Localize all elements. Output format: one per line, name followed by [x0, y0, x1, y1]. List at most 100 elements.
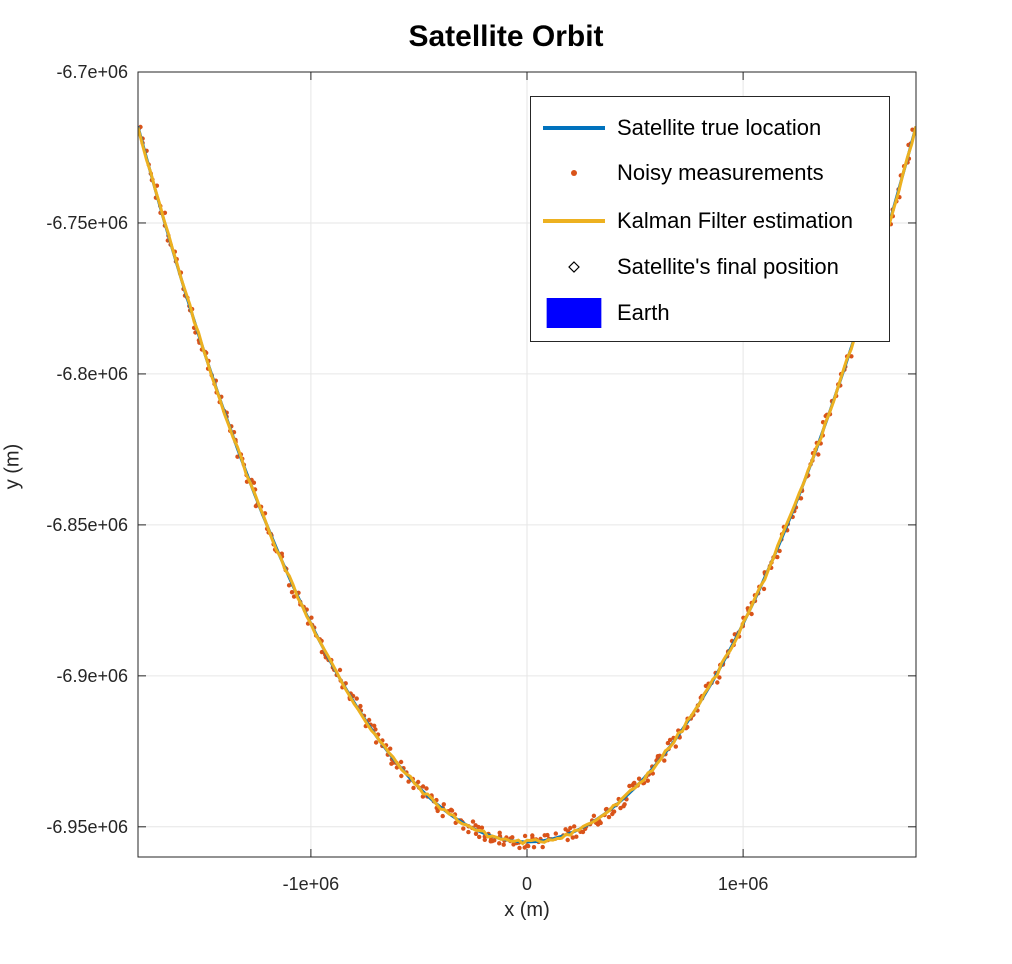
noisy-measurement-point: [309, 615, 314, 620]
noisy-measurement-point: [849, 354, 854, 359]
noisy-measurement-point: [673, 744, 678, 749]
noisy-measurement-point: [492, 838, 497, 843]
noisy-measurement-point: [372, 723, 377, 728]
noisy-measurement-point: [388, 746, 393, 751]
noisy-measurement-point: [591, 813, 597, 818]
noisy-measurement-point: [606, 814, 612, 820]
noisy-measurement-point: [440, 813, 445, 819]
noisy-measurement-point: [531, 845, 537, 850]
noisy-measurement-point: [398, 759, 404, 765]
legend-swatch-line-yellow: [543, 219, 605, 223]
noisy-measurement-point: [366, 717, 372, 723]
legend-label: Noisy measurements: [617, 160, 824, 185]
noisy-measurement-point: [424, 786, 429, 791]
y-tick-label: -6.85e+06: [46, 515, 128, 535]
x-tick-label: -1e+06: [283, 874, 340, 894]
noisy-measurement-point: [662, 758, 667, 763]
series-kalman-estimation-line: [138, 125, 916, 846]
y-tick-label: -6.9e+06: [56, 666, 128, 686]
noisy-measurement-point: [622, 802, 627, 807]
noisy-measurement-point: [473, 831, 479, 836]
noisy-measurement-point: [479, 825, 485, 830]
noisy-measurement-point: [441, 802, 446, 807]
noisy-measurement-point: [476, 824, 481, 830]
noisy-measurement-point: [665, 740, 671, 746]
noisy-measurement-point: [435, 808, 440, 814]
noisy-measurement-point: [420, 784, 426, 789]
noisy-measurement-point: [470, 819, 476, 824]
legend-label: Earth: [617, 300, 670, 325]
legend-item-earth: Earth: [531, 298, 889, 328]
noisy-measurement-point: [319, 649, 325, 655]
x-tick-label: 0: [522, 874, 532, 894]
noisy-measurement-point: [545, 832, 550, 838]
legend-label: Satellite's final position: [617, 254, 839, 279]
noisy-measurement-point: [798, 496, 804, 501]
noisy-measurement-point: [289, 590, 295, 595]
y-tick-label: -6.8e+06: [56, 364, 128, 384]
noisy-measurement-point: [775, 554, 780, 560]
legend-item-final-position: Satellite's final position: [531, 252, 889, 282]
noisy-measurement-point: [416, 779, 421, 785]
noisy-measurement-point: [749, 611, 754, 617]
noisy-measurement-point: [477, 834, 482, 840]
legend-swatch-line-blue: [543, 126, 605, 130]
y-tick-label: -6.7e+06: [56, 62, 128, 82]
noisy-measurement-point: [373, 727, 378, 732]
noisy-measurement-point: [449, 808, 455, 813]
noisy-measurement-point: [373, 740, 379, 745]
noisy-measurement-point: [816, 452, 821, 457]
noisy-measurement-point: [645, 778, 650, 783]
x-tick-label: 1e+06: [718, 874, 769, 894]
noisy-measurement-point: [291, 594, 297, 599]
noisy-measurement-point: [530, 833, 535, 838]
x-axis-label: x (m): [504, 899, 550, 921]
chart-title: Satellite Orbit: [408, 20, 604, 53]
noisy-measurement-point: [636, 776, 642, 781]
legend-swatch-marker-orange: [571, 170, 577, 176]
axis-ticks: -1e+06 0 1e+06 -6.7e+06 -6.75e+06 -6.8e+06 -6.…: [46, 62, 916, 894]
noisy-measurement-point: [251, 480, 257, 485]
noisy-measurement-point: [420, 794, 426, 799]
noisy-measurement-point: [568, 825, 573, 831]
legend: Satellite true location Noisy measuremen…: [530, 96, 890, 342]
noisy-measurement-point: [482, 837, 487, 842]
legend-item-true-location: Satellite true location: [531, 113, 889, 143]
series-layer: [138, 124, 916, 851]
noisy-measurement-point: [632, 780, 637, 786]
noisy-measurement-point: [611, 809, 617, 814]
noisy-measurement-point: [497, 841, 502, 846]
legend-label: Kalman Filter estimation: [617, 208, 853, 233]
noisy-measurement-point: [540, 844, 545, 850]
legend-swatch-diamond: [568, 261, 580, 273]
noisy-measurement-point: [598, 820, 603, 826]
noisy-measurement-point: [717, 675, 722, 680]
noisy-measurement-point: [501, 842, 506, 847]
y-axis-label: y (m): [1, 443, 24, 490]
noisy-measurement-point: [337, 667, 343, 673]
noisy-measurement-point: [553, 831, 558, 836]
legend-item-kalman-estimation: Kalman Filter estimation: [531, 206, 889, 236]
noisy-measurement-point: [565, 837, 570, 843]
noisy-measurement-point: [358, 703, 363, 709]
noisy-measurement-point: [461, 826, 466, 831]
noisy-measurement-point: [466, 829, 471, 835]
legend-label: Satellite true location: [617, 115, 822, 140]
noisy-measurement-point: [574, 834, 579, 839]
noisy-measurement-point: [399, 773, 404, 779]
noisy-measurement-point: [510, 835, 515, 840]
noisy-measurement-point: [522, 833, 528, 839]
noisy-measurement-point: [411, 785, 416, 791]
noisy-measurement-point: [580, 829, 586, 835]
y-tick-label: -6.75e+06: [46, 213, 128, 233]
noisy-measurement-point: [525, 843, 530, 848]
noisy-measurement-point: [497, 830, 502, 835]
legend-item-noisy-measurements: Noisy measurements: [531, 158, 889, 188]
noisy-measurement-point: [517, 845, 522, 851]
noisy-measurement-point: [354, 696, 359, 701]
legend-swatch-patch-blue: [546, 298, 602, 328]
noisy-measurement-point: [570, 835, 575, 840]
noisy-measurement-point: [572, 824, 577, 829]
y-tick-label: -6.95e+06: [46, 817, 128, 837]
